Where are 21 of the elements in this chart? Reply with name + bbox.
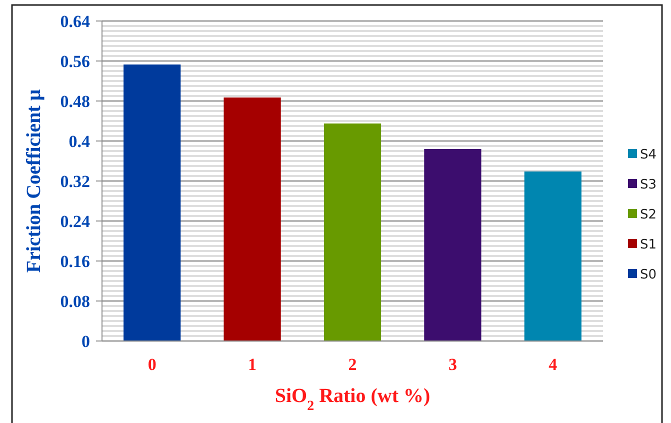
legend-label: S1 (640, 238, 657, 253)
y-tick-label: 0.08 (60, 292, 90, 311)
y-tick-label: 0.48 (60, 92, 90, 111)
y-tick-label: 0.16 (60, 252, 90, 271)
x-tick-label: 1 (248, 355, 257, 374)
legend-label: S4 (640, 148, 657, 163)
y-tick-label: 0 (82, 332, 90, 351)
x-tick-label: 4 (548, 355, 558, 374)
x-axis-title: SiO$_{2}$ Ratio (wt %) (274, 385, 430, 414)
x-tick-label: 0 (148, 355, 156, 374)
y-tick-label: 0.24 (60, 212, 90, 231)
y-tick-label: 0.4 (68, 132, 90, 151)
legend-label: S0 (640, 268, 657, 283)
x-tick-label: 3 (448, 355, 457, 374)
x-tick-label: 2 (348, 355, 357, 374)
legend-label: S2 (640, 208, 657, 223)
y-tick-label: 0.32 (60, 172, 90, 191)
y-tick-label: 0.56 (60, 52, 90, 71)
y-tick-label: 0.64 (60, 12, 90, 31)
legend-label: S3 (640, 178, 657, 193)
y-axis-title: Friction Coefficient μ (23, 88, 45, 273)
